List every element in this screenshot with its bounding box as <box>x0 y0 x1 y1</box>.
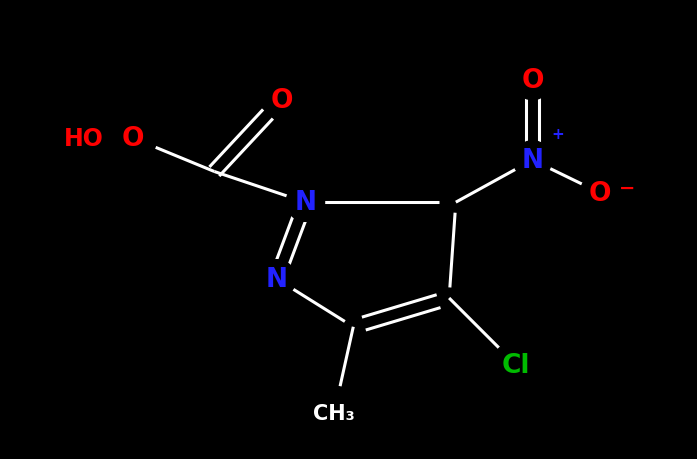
Text: O: O <box>521 68 544 94</box>
Circle shape <box>307 386 361 440</box>
Circle shape <box>262 81 300 119</box>
Text: O: O <box>121 126 144 151</box>
Circle shape <box>581 174 619 212</box>
Circle shape <box>286 184 325 222</box>
Text: O: O <box>270 87 293 113</box>
Text: N: N <box>266 266 288 292</box>
Text: O: O <box>588 180 611 206</box>
Text: Cl: Cl <box>502 353 530 378</box>
Text: HO: HO <box>64 127 104 151</box>
Text: −: − <box>619 179 635 198</box>
Text: +: + <box>551 127 565 141</box>
Circle shape <box>492 341 540 389</box>
Circle shape <box>114 119 152 158</box>
Circle shape <box>513 141 551 180</box>
Circle shape <box>513 62 551 101</box>
Circle shape <box>257 260 296 298</box>
Text: CH₃: CH₃ <box>313 403 355 423</box>
Text: N: N <box>294 190 316 216</box>
Text: N: N <box>521 148 544 174</box>
